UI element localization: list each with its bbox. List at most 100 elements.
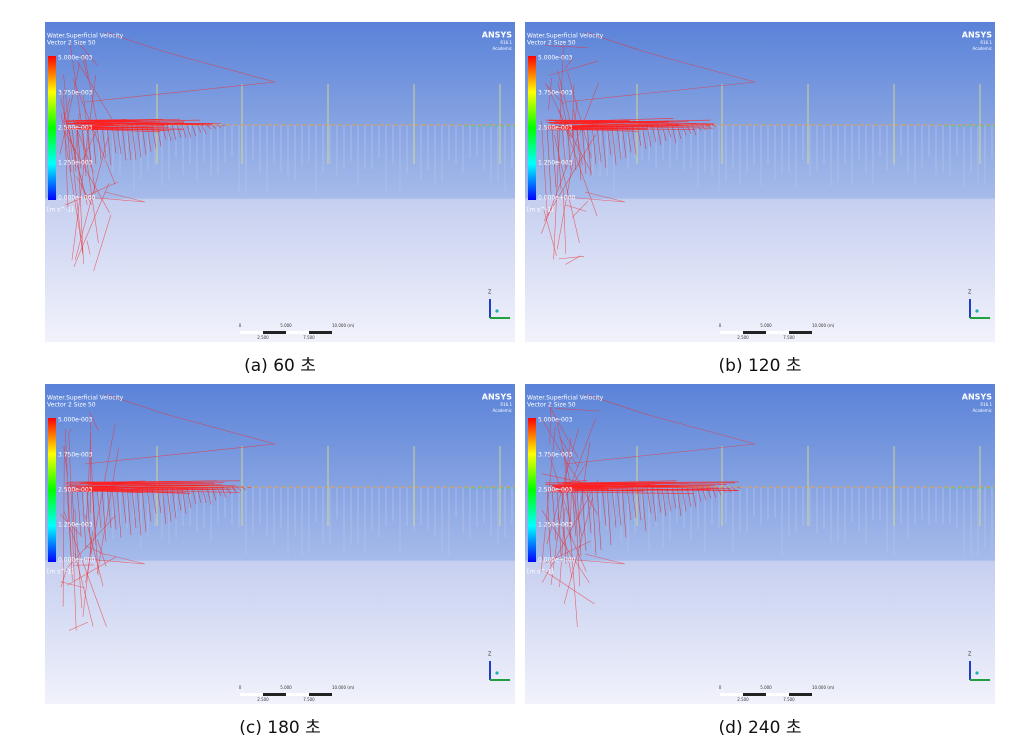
scale-segment <box>240 693 263 696</box>
legend-label: 0.000e+000 <box>538 557 576 564</box>
vector <box>571 418 596 484</box>
vector <box>549 491 694 494</box>
vector <box>73 183 110 267</box>
vector <box>543 134 596 222</box>
vector <box>596 124 602 163</box>
vector <box>86 240 91 255</box>
vector <box>581 124 587 174</box>
version: R16.1 <box>500 40 512 45</box>
vector <box>84 553 146 565</box>
colorbar <box>528 418 536 562</box>
license: Academic <box>972 46 992 51</box>
logo: ANSYS <box>482 393 512 402</box>
vector <box>78 42 98 66</box>
vector <box>69 119 164 122</box>
vector <box>552 484 639 487</box>
vector <box>549 404 552 445</box>
vector <box>111 486 117 530</box>
vector <box>59 514 83 537</box>
vector <box>241 486 247 491</box>
vector <box>563 120 601 123</box>
license: Academic <box>972 408 992 413</box>
scale-segment <box>240 331 263 334</box>
vector <box>126 486 132 535</box>
vector <box>559 507 566 588</box>
vector <box>563 482 681 487</box>
axis-label: Z <box>968 290 972 296</box>
vector <box>186 124 192 138</box>
vector <box>681 124 687 136</box>
vector <box>91 124 97 165</box>
vector <box>69 428 72 432</box>
vector <box>68 621 89 631</box>
scale-label: 2.500 <box>737 335 749 340</box>
axis-dot <box>975 671 979 675</box>
vector <box>601 124 607 169</box>
vector <box>71 74 97 261</box>
vector <box>566 124 572 170</box>
vector <box>206 124 212 130</box>
vector <box>146 486 152 522</box>
vector <box>631 486 637 519</box>
vector <box>572 100 578 140</box>
scale-label: 5.000 <box>280 685 292 690</box>
legend-label: 1.250e-003 <box>538 160 573 167</box>
axis-label: Z <box>488 652 492 658</box>
vector <box>211 124 217 129</box>
vector <box>89 489 186 494</box>
vector <box>221 124 227 127</box>
scale-segment <box>286 693 309 696</box>
vector <box>546 84 571 138</box>
vector <box>131 486 137 529</box>
vector <box>73 119 94 173</box>
vector <box>71 486 77 563</box>
legend-title: Water.Superficial Velocity <box>47 395 124 402</box>
caption: (c) 180 초 <box>239 718 321 738</box>
vector <box>541 418 598 515</box>
vector <box>121 486 127 524</box>
vector <box>246 486 252 488</box>
version: R16.1 <box>980 40 992 45</box>
vector <box>556 160 574 250</box>
scale-segment <box>263 693 286 696</box>
legend-label: 1.250e-003 <box>58 522 93 529</box>
vector <box>88 484 201 487</box>
legend-label: 3.750e-003 <box>538 90 573 97</box>
scale-label: 0 <box>239 323 242 328</box>
vector <box>84 191 146 203</box>
legend-label: 2.500e-003 <box>58 487 93 494</box>
vector <box>656 486 662 513</box>
background <box>45 384 515 704</box>
vector <box>546 428 579 544</box>
legend-label: 2.500e-003 <box>58 125 93 132</box>
vector <box>66 124 72 172</box>
vector <box>551 124 557 188</box>
vector <box>93 214 112 271</box>
version: R16.1 <box>500 402 512 407</box>
scale-label: 2.500 <box>257 335 269 340</box>
vector <box>548 405 579 458</box>
license: Academic <box>492 46 512 51</box>
vector <box>74 508 83 609</box>
vector <box>641 486 647 532</box>
vector <box>556 420 583 537</box>
axis-dot <box>495 309 499 313</box>
legend-title: Water.Superficial Velocity <box>47 33 124 40</box>
legend-label: 3.750e-003 <box>58 452 93 459</box>
vector <box>569 486 594 489</box>
vector <box>85 545 106 555</box>
vector <box>541 121 548 216</box>
vector <box>567 72 592 159</box>
logo: ANSYS <box>962 31 992 40</box>
scale-label: 5.000 <box>760 323 772 328</box>
vector <box>681 486 687 512</box>
vector <box>541 82 599 234</box>
vector <box>561 523 573 579</box>
viewport <box>525 384 995 704</box>
vector <box>578 442 591 521</box>
vector <box>561 124 567 170</box>
viewport <box>525 22 995 342</box>
vector <box>581 486 587 551</box>
